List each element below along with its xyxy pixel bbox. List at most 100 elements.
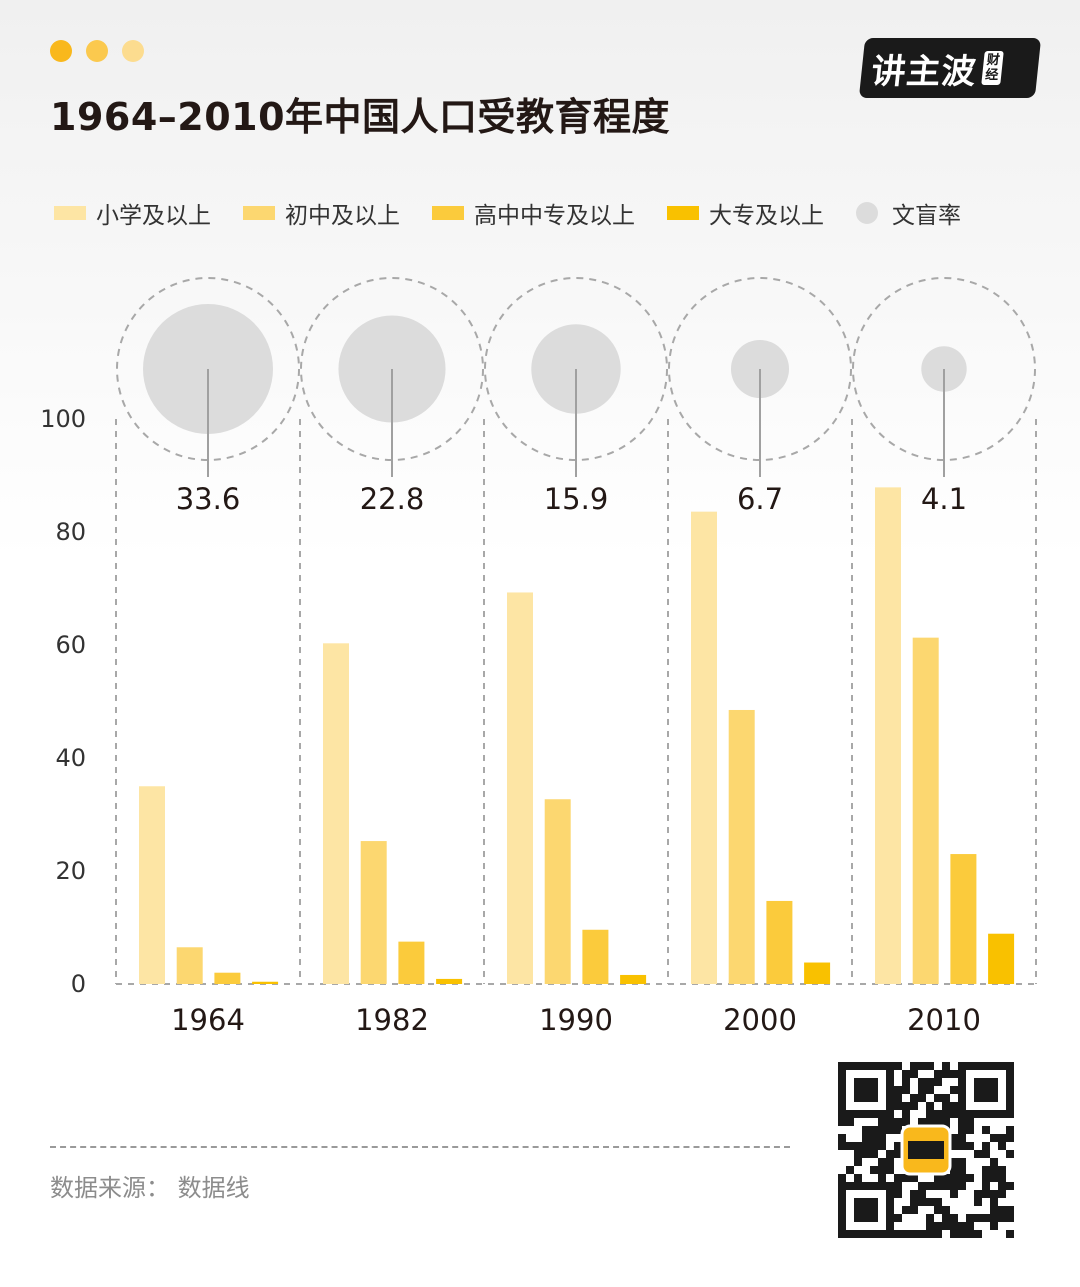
qr-module xyxy=(998,1142,1006,1150)
y-tick-label: 0 xyxy=(71,970,86,998)
legend-swatch-primary xyxy=(54,206,86,220)
qr-module xyxy=(910,1206,918,1214)
qr-module xyxy=(942,1214,950,1222)
legend-label-college: 大专及以上 xyxy=(709,203,824,229)
qr-module xyxy=(998,1214,1006,1222)
qr-module xyxy=(942,1206,950,1214)
qr-module xyxy=(1006,1150,1014,1158)
bar xyxy=(360,841,387,984)
bar xyxy=(691,511,717,984)
qr-module xyxy=(878,1118,886,1126)
qr-module xyxy=(974,1190,982,1198)
qr-module xyxy=(886,1118,894,1126)
qr-module xyxy=(870,1142,878,1150)
qr-module xyxy=(982,1174,990,1182)
footer-divider xyxy=(50,1146,790,1148)
qr-module xyxy=(958,1182,966,1190)
illiteracy-ring xyxy=(300,277,484,461)
qr-module xyxy=(966,1174,974,1182)
qr-module xyxy=(910,1070,918,1078)
qr-module xyxy=(942,1182,950,1190)
qr-module xyxy=(942,1118,950,1126)
bar xyxy=(728,709,755,984)
bar xyxy=(139,786,165,984)
qr-module xyxy=(926,1086,934,1094)
qr-module xyxy=(950,1134,958,1142)
qr-module xyxy=(838,1118,846,1126)
illiteracy-value-label: 4.1 xyxy=(921,482,967,516)
bar xyxy=(214,972,241,984)
qr-module xyxy=(950,1174,958,1182)
qr-module xyxy=(902,1086,910,1094)
qr-finder-core xyxy=(854,1078,878,1102)
bar xyxy=(875,487,901,984)
qr-module xyxy=(918,1078,926,1086)
qr-module xyxy=(926,1230,934,1238)
qr-module xyxy=(910,1230,918,1238)
qr-module xyxy=(894,1086,902,1094)
qr-module xyxy=(990,1222,998,1230)
qr-module xyxy=(950,1110,958,1118)
qr-module xyxy=(902,1078,910,1086)
qr-module xyxy=(1006,1182,1014,1190)
qr-module xyxy=(958,1174,966,1182)
qr-module xyxy=(998,1166,1006,1174)
qr-module xyxy=(950,1182,958,1190)
qr-module xyxy=(966,1126,974,1134)
bar xyxy=(323,643,349,984)
qr-module xyxy=(1006,1126,1014,1134)
qr-module xyxy=(950,1086,958,1094)
qr-module xyxy=(950,1230,958,1238)
bar xyxy=(252,981,279,984)
legend-swatch-college xyxy=(667,206,699,220)
qr-module xyxy=(958,1158,966,1166)
qr-module xyxy=(902,1118,910,1126)
legend-swatch-junior xyxy=(243,206,275,220)
y-tick-label: 40 xyxy=(55,744,86,772)
qr-module xyxy=(950,1142,958,1150)
qr-module xyxy=(894,1142,902,1150)
qr-module xyxy=(878,1142,886,1150)
qr-module xyxy=(926,1062,934,1070)
qr-module xyxy=(998,1190,1006,1198)
qr-module xyxy=(902,1102,910,1110)
qr-module xyxy=(934,1230,942,1238)
qr-module xyxy=(870,1134,878,1142)
legend-item-primary: 小学及以上 xyxy=(54,196,211,230)
qr-module xyxy=(894,1062,902,1070)
qr-module xyxy=(950,1222,958,1230)
qr-module xyxy=(910,1062,918,1070)
qr-module xyxy=(902,1110,910,1118)
legend-label-illiteracy: 文盲率 xyxy=(892,203,961,229)
qr-module xyxy=(902,1174,910,1182)
qr-module xyxy=(958,1126,966,1134)
qr-module xyxy=(966,1142,974,1150)
qr-module xyxy=(1006,1230,1014,1238)
qr-module xyxy=(870,1126,878,1134)
x-category-label: 1982 xyxy=(355,1003,429,1037)
y-tick-label: 60 xyxy=(55,631,86,659)
qr-module xyxy=(934,1094,942,1102)
qr-module xyxy=(982,1214,990,1222)
qr-module xyxy=(958,1142,966,1150)
qr-module xyxy=(846,1118,854,1126)
y-tick-label: 100 xyxy=(40,405,86,433)
qr-module xyxy=(862,1150,870,1158)
qr-module xyxy=(926,1118,934,1126)
qr-module xyxy=(854,1150,862,1158)
qr-module xyxy=(990,1134,998,1142)
qr-module xyxy=(886,1150,894,1158)
qr-module xyxy=(886,1166,894,1174)
x-category-label: 2010 xyxy=(907,1003,981,1037)
qr-module xyxy=(886,1158,894,1166)
legend-item-junior: 初中及以上 xyxy=(243,196,400,230)
x-category-label: 2000 xyxy=(723,1003,797,1037)
dot-1 xyxy=(50,40,72,62)
x-category-label: 1990 xyxy=(539,1003,613,1037)
qr-module xyxy=(918,1190,926,1198)
qr-module xyxy=(990,1158,998,1166)
qr-module xyxy=(902,1070,910,1078)
qr-module xyxy=(918,1182,926,1190)
chart-title: 1964–2010年中国人口受教育程度 xyxy=(50,95,671,139)
